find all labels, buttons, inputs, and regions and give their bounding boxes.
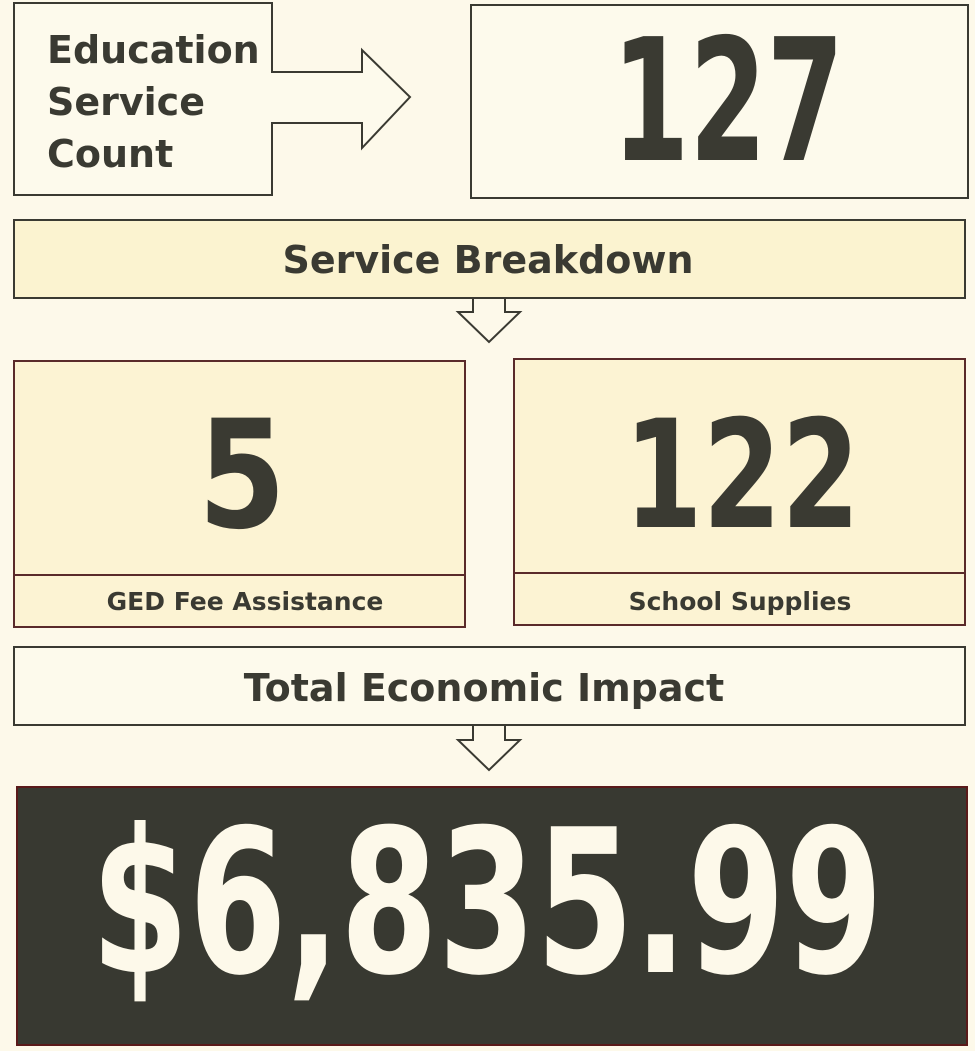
count-box (470, 4, 969, 199)
label-line: Service (47, 80, 205, 124)
item-value: 122 (624, 389, 860, 563)
label-line: Education (47, 28, 260, 72)
item-box (13, 360, 466, 628)
label-arrow (13, 2, 412, 196)
total-value: $6,835.99 (91, 787, 883, 1020)
item-value: 5 (198, 389, 286, 563)
total-box (16, 786, 968, 1046)
breakdown-title: Service Breakdown (282, 238, 693, 282)
count-value: 127 (612, 3, 844, 201)
down-arrow (455, 297, 523, 344)
label-line: Count (47, 132, 173, 176)
item-label: GED Fee Assistance (107, 587, 384, 616)
total-title: Total Economic Impact (244, 666, 724, 710)
item-box (513, 358, 966, 626)
item-label: School Supplies (629, 587, 852, 616)
down-arrow (455, 724, 523, 772)
